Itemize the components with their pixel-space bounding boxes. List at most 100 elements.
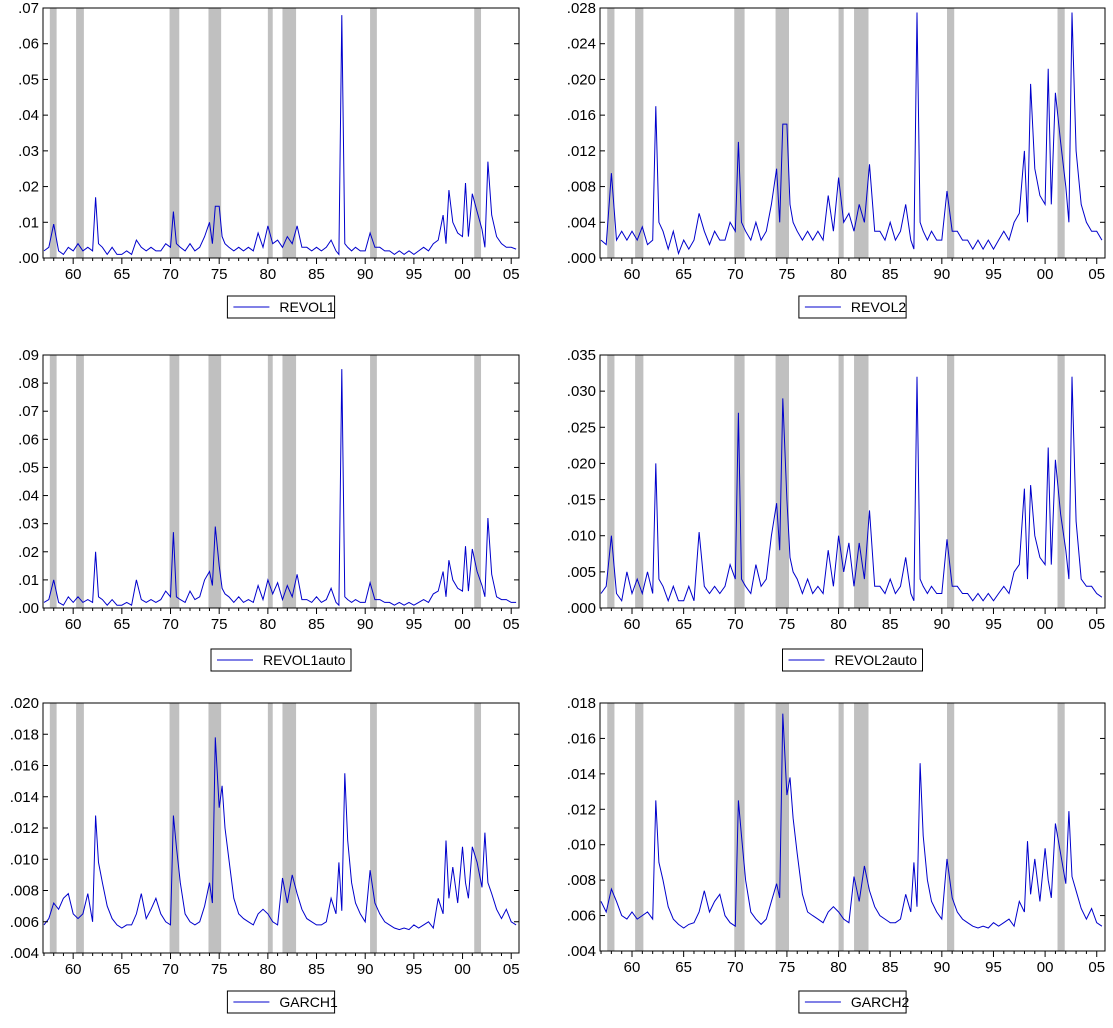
chart-panel-garch1: .004 .006 .008 .010 .012 .014 .016 .018 .020 60 65… [0, 693, 535, 1023]
recession-band [946, 8, 955, 258]
series-line [600, 713, 1103, 929]
x-tick-label: 75 [211, 266, 228, 283]
legend-box [798, 990, 907, 1014]
plot-frame [42, 354, 520, 609]
recession-band [635, 703, 644, 951]
recession-band [838, 703, 844, 951]
x-tick-label: 05 [503, 266, 520, 283]
x-tick-label: 60 [624, 959, 641, 976]
y-tick-label: .024 [567, 36, 596, 53]
y-tick-label: .05 [18, 71, 39, 88]
y-tick-label: .03 [18, 143, 39, 160]
x-tick-label: 85 [882, 266, 899, 283]
y-tick-label: .012 [10, 820, 39, 837]
chart-revol2auto: .000 .005 .010 .015 .020 .025 .030 .035 60 65 70 75… [567, 347, 1106, 672]
y-tick-label: .030 [567, 383, 596, 400]
x-tick-label: 80 [260, 616, 277, 633]
y-tick-label: .016 [567, 730, 596, 747]
recession-band [208, 8, 222, 258]
chart-revol1: .00 .01 .02 .03 .04 .05 .06 .07 60 65 70 75 80 85 90 95… [18, 0, 520, 319]
recession-band [169, 355, 180, 608]
y-tick-label: .020 [10, 695, 39, 712]
x-tick-label: 90 [357, 266, 374, 283]
x-tick-label: 70 [162, 961, 179, 978]
x-tick-label: 95 [985, 959, 1002, 976]
x-tick-label: 65 [675, 266, 692, 283]
x-tick-label: 70 [727, 266, 744, 283]
y-tick-label: .02 [18, 544, 39, 561]
y-tick-label: .006 [567, 908, 596, 925]
recession-band [208, 355, 222, 608]
x-tick-label: 95 [406, 266, 423, 283]
x-tick-label: 90 [357, 961, 374, 978]
recession-band [370, 355, 377, 608]
recession-band [838, 8, 844, 258]
y-tick-label: .015 [567, 492, 596, 509]
y-tick-label: .00 [18, 250, 39, 267]
recession-band [838, 355, 844, 608]
legend-label: REVOL1 [279, 299, 334, 315]
x-tick-label: 65 [114, 961, 131, 978]
y-tick-label: .020 [567, 71, 596, 88]
recession-band [946, 355, 955, 608]
y-tick-label: .016 [567, 107, 596, 124]
chart-panel-revol2: .000 .004 .008 .012 .016 .020 .024 .028 60 65 70 75… [556, 0, 1113, 330]
recession-band [49, 8, 57, 258]
x-tick-label: 00 [454, 266, 471, 283]
y-tick-label: .016 [10, 758, 39, 775]
y-tick-label: .012 [567, 801, 596, 818]
x-tick-label: 80 [260, 961, 277, 978]
x-tick-label: 85 [308, 961, 325, 978]
x-tick-label: 05 [503, 961, 520, 978]
y-tick-label: .010 [10, 851, 39, 868]
chart-panel-revol1auto: .00 .01 .02 .03 .04 .05 .06 .07 .08 .09 60 65 70 75 80… [0, 345, 535, 680]
y-tick-label: .04 [18, 107, 39, 124]
x-tick-label: 80 [830, 959, 847, 976]
x-tick-label: 65 [675, 959, 692, 976]
x-tick-label: 70 [727, 616, 744, 633]
y-tick-label: .010 [567, 837, 596, 854]
x-tick-label: 95 [985, 266, 1002, 283]
recession-band [267, 8, 273, 258]
x-tick-label: 00 [1037, 616, 1054, 633]
chart-revol2: .000 .004 .008 .012 .016 .020 .024 .028 60 65 70 75… [567, 0, 1106, 319]
x-tick-label: 90 [357, 616, 374, 633]
recession-band [1057, 8, 1065, 258]
recession-band [267, 703, 273, 953]
chart-panel-revol2auto: .000 .005 .010 .015 .020 .025 .030 .035 60 65 70 75… [556, 345, 1113, 680]
recession-band [1057, 703, 1065, 951]
recession-band [607, 8, 615, 258]
recession-band [282, 355, 297, 608]
recession-band [76, 355, 84, 608]
y-tick-label: .014 [10, 789, 39, 806]
recession-band [635, 355, 644, 608]
y-tick-label: .008 [10, 883, 39, 900]
y-tick-label: .012 [567, 143, 596, 160]
x-tick-label: 70 [162, 616, 179, 633]
x-tick-label: 00 [1037, 266, 1054, 283]
legend-box [210, 648, 352, 672]
x-tick-label: 60 [624, 616, 641, 633]
recession-band [854, 355, 869, 608]
x-tick-label: 65 [114, 266, 131, 283]
x-tick-label: 65 [675, 616, 692, 633]
recession-band [854, 8, 869, 258]
recession-band [474, 703, 482, 953]
x-tick-label: 80 [830, 616, 847, 633]
recession-band [282, 703, 297, 953]
x-tick-label: 75 [211, 616, 228, 633]
recession-band [49, 355, 57, 608]
x-tick-label: 00 [454, 616, 471, 633]
y-tick-label: .000 [567, 250, 596, 267]
legend-box [798, 295, 907, 319]
y-tick-label: .010 [567, 528, 596, 545]
y-tick-label: .004 [567, 214, 596, 231]
y-tick-label: .09 [18, 347, 39, 364]
y-tick-label: .07 [18, 0, 39, 17]
legend-label: REVOL2 [851, 299, 906, 315]
recession-band [775, 355, 789, 608]
series-line [43, 369, 517, 607]
legend-box [226, 990, 336, 1014]
x-tick-label: 85 [308, 616, 325, 633]
x-tick-label: 65 [114, 616, 131, 633]
